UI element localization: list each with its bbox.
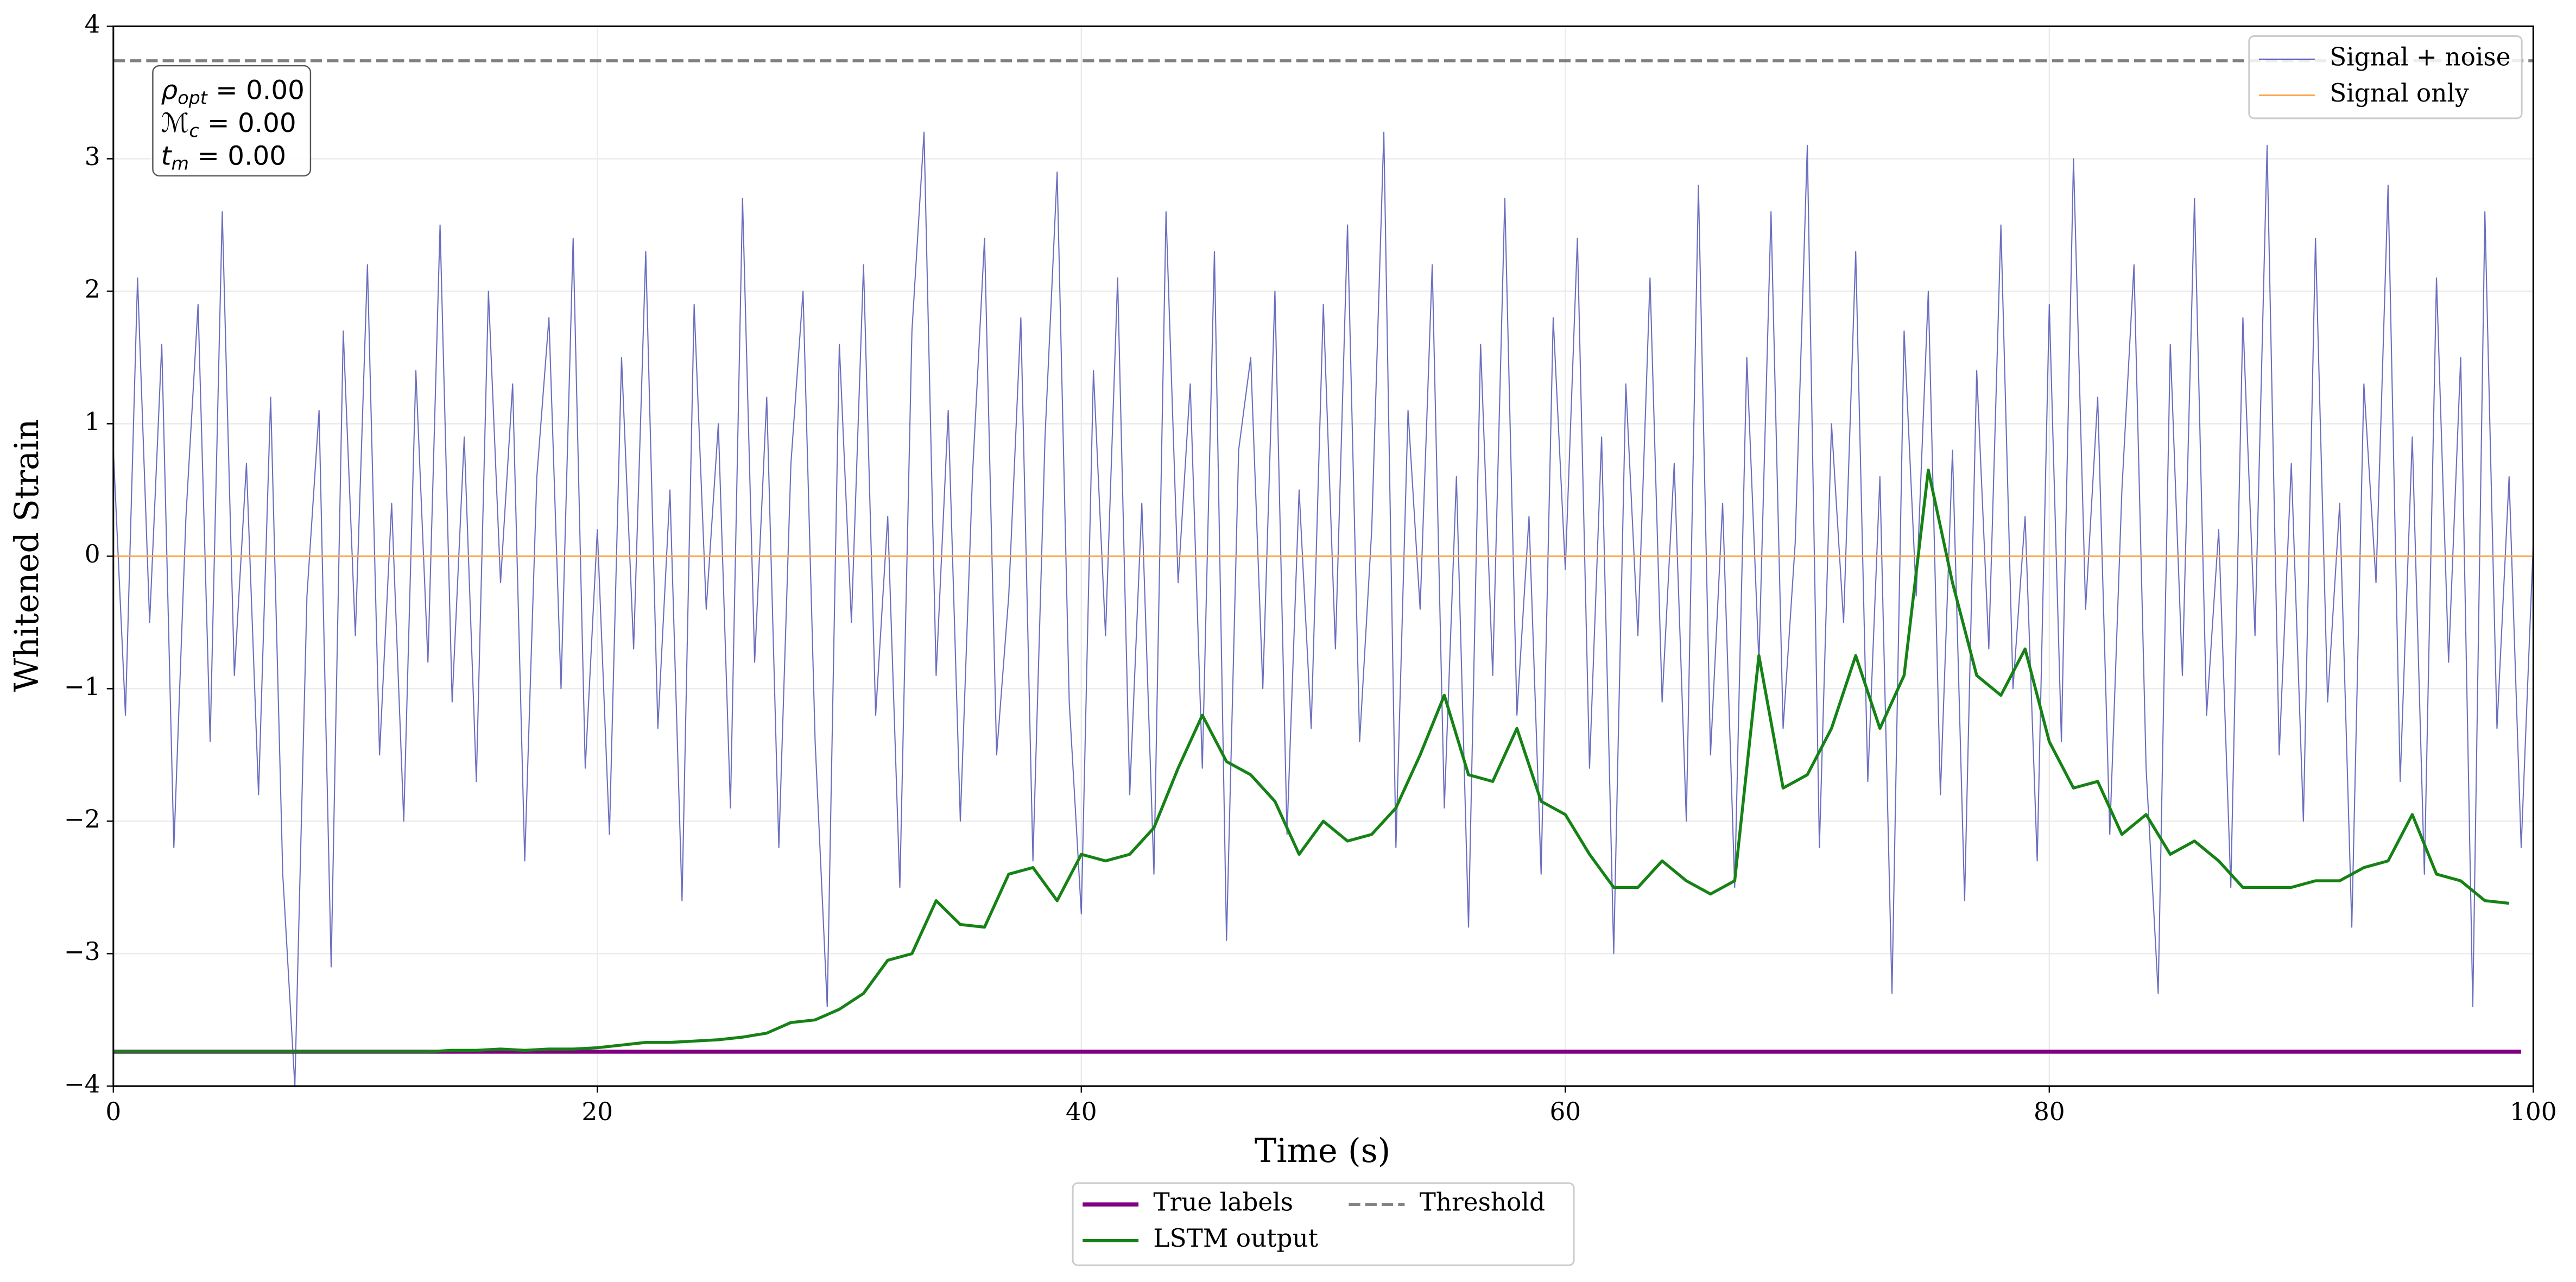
annotation-subscript: opt: [178, 87, 208, 108]
annotation-text: ρopt = 0.00: [161, 75, 305, 108]
annotation-symbol: ℳ: [161, 108, 189, 138]
legend-label: Signal + noise: [2330, 42, 2511, 71]
annotation-value: = 0.00: [199, 108, 296, 138]
legend-label: Threshold: [1420, 1188, 1545, 1217]
x-tick-label: 20: [581, 1097, 613, 1126]
annotation-subscript: m: [172, 153, 189, 174]
y-axis-label: Whitened Strain: [8, 419, 46, 692]
y-tick-label: 4: [85, 10, 100, 39]
y-tick-label: −4: [64, 1070, 100, 1098]
series-line: [113, 131, 2534, 1087]
y-tick-label: −2: [64, 805, 100, 833]
legend: Signal + noise Signal only: [2248, 35, 2523, 119]
y-tick-label: −1: [64, 672, 100, 701]
y-tick-label: 3: [85, 142, 100, 171]
annotation-text: ℳc = 0.00: [161, 108, 296, 141]
y-tick-label: −3: [64, 937, 100, 966]
annotation-symbol: ρ: [161, 75, 178, 105]
x-tick-label: 100: [2510, 1097, 2557, 1126]
x-tick-label: 0: [105, 1097, 121, 1126]
annotation-text: tm = 0.00: [161, 141, 287, 174]
annotation-box: [152, 65, 312, 177]
annotation-value: = 0.00: [207, 75, 305, 105]
x-tick-label: 80: [2034, 1097, 2065, 1126]
y-tick-label: 2: [85, 275, 100, 304]
x-axis-label: Time (s): [1255, 1132, 1390, 1170]
legend-box: [1072, 1182, 1575, 1266]
y-tick-label: 1: [85, 407, 100, 436]
legend: True labels LSTM output Threshold: [1072, 1182, 1575, 1266]
legend-label: LSTM output: [1153, 1224, 1318, 1253]
plot-frame: [112, 25, 2534, 1087]
legend-label: True labels: [1153, 1188, 1293, 1217]
legend-label: Signal only: [2330, 79, 2469, 108]
annotation-symbol: t: [161, 141, 173, 172]
annotation-value: = 0.00: [189, 141, 286, 172]
x-tick-label: 60: [1549, 1097, 1581, 1126]
annotation-subscript: c: [189, 120, 199, 141]
legend-box: [2248, 35, 2523, 119]
series-line: [113, 469, 2510, 1053]
x-tick-label: 40: [1066, 1097, 1097, 1126]
y-tick-label: 0: [85, 540, 100, 569]
